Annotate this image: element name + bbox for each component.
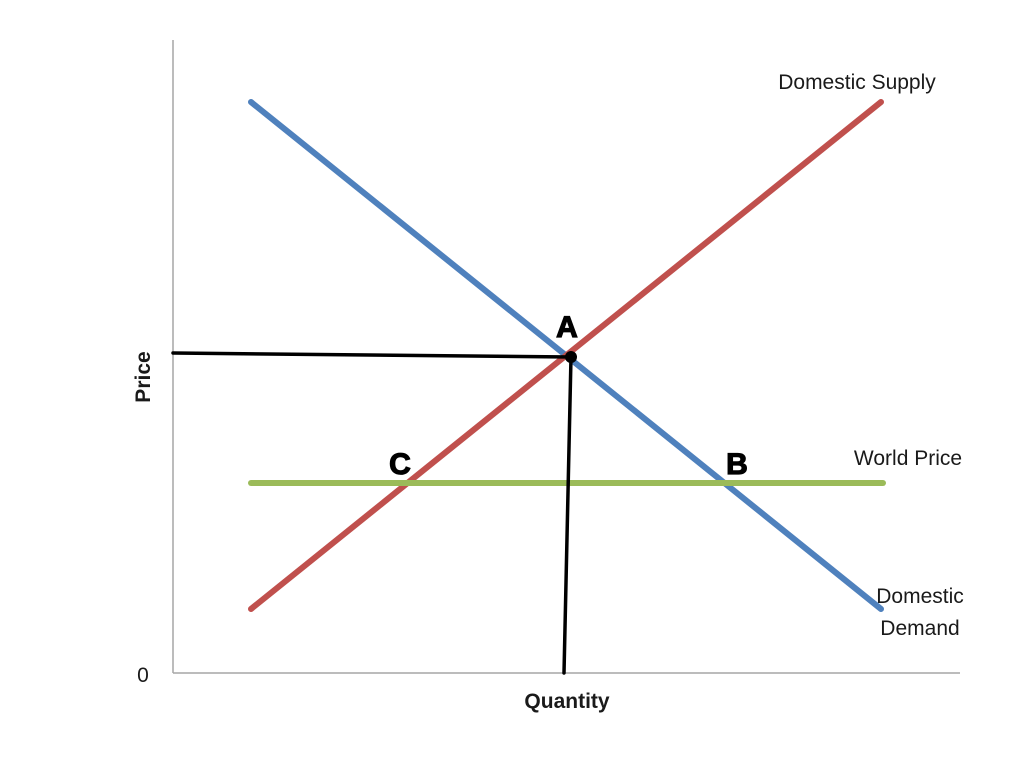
origin-label: 0 bbox=[137, 664, 149, 687]
point-a-label: A bbox=[556, 311, 578, 344]
point-b-label: B bbox=[726, 448, 748, 481]
equilibrium-point-marker bbox=[565, 351, 577, 363]
domestic-supply-label: Domestic Supply bbox=[778, 71, 936, 94]
x-axis-label: Quantity bbox=[524, 690, 609, 713]
domestic-demand-label-line2: Demand bbox=[880, 617, 959, 640]
world-price-label: World Price bbox=[854, 447, 962, 470]
point-c-label: C bbox=[389, 448, 411, 481]
equilibrium-quantity-guide bbox=[562, 355, 573, 675]
equilibrium-price-guide bbox=[171, 351, 573, 359]
y-axis-label: Price bbox=[132, 351, 155, 402]
domestic-demand-label-line1: Domestic bbox=[876, 585, 964, 608]
